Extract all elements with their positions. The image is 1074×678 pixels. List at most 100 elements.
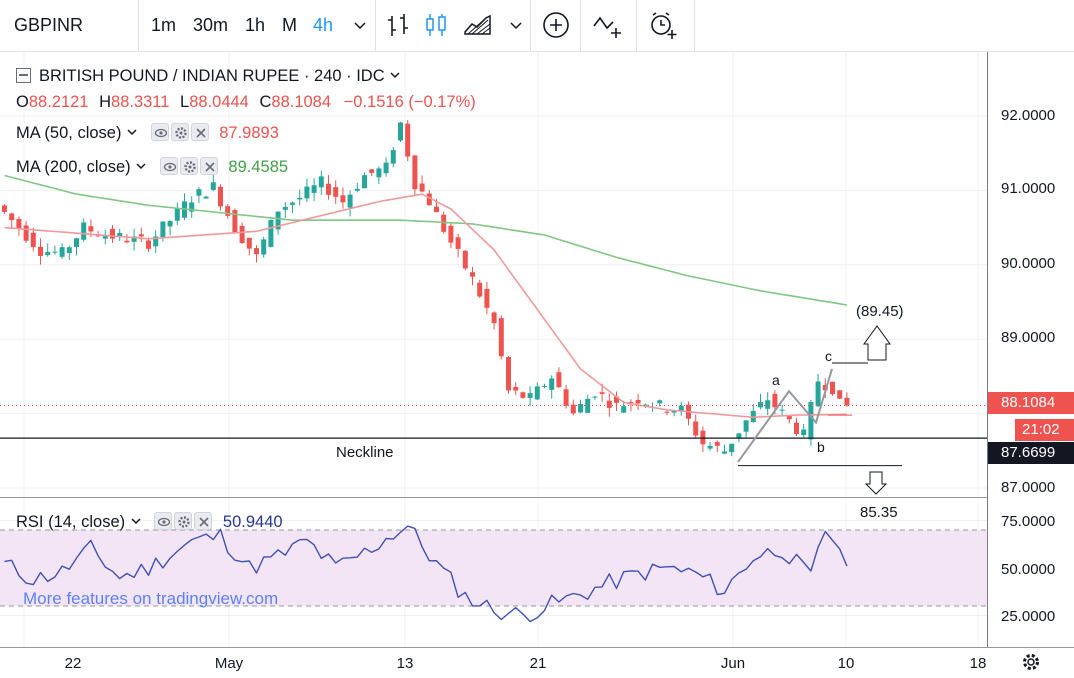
candle-body xyxy=(167,220,173,227)
candle-body xyxy=(729,443,735,453)
candle-body xyxy=(837,390,843,399)
ma200-label: MA (200, close) xyxy=(16,158,131,176)
candle-body xyxy=(146,240,151,249)
price-axis-label: 90.0000 xyxy=(1001,255,1056,272)
ma200-legend[interactable]: MA (200, close) 89.4585 xyxy=(16,157,288,177)
symbol-title: BRITISH POUND / INDIAN RUPEE · 240 · IDC xyxy=(39,67,385,85)
candle-body xyxy=(707,445,713,449)
area-style-icon[interactable] xyxy=(462,10,492,40)
bar-style-icon[interactable] xyxy=(384,10,414,40)
rsi-label: RSI (14, close) xyxy=(16,513,126,531)
candle-body xyxy=(621,406,627,413)
low-label: L xyxy=(180,93,190,111)
candle-body xyxy=(45,251,51,255)
remove-icon[interactable] xyxy=(190,123,209,141)
candle-body xyxy=(23,225,29,241)
candle-body xyxy=(232,210,238,233)
target-down-arrow-icon[interactable] xyxy=(864,471,888,495)
settings-gear-icon[interactable] xyxy=(170,123,189,141)
chevron-down-icon[interactable] xyxy=(389,70,401,80)
candle-body xyxy=(383,162,389,174)
time-axis-label: 22 xyxy=(64,655,82,672)
time-axis-label: Jun xyxy=(720,655,746,672)
chevron-down-icon[interactable] xyxy=(135,161,147,171)
interval-30m-button[interactable]: 30m xyxy=(193,15,229,35)
watermark-link[interactable]: More features on tradingview.com xyxy=(23,589,279,608)
candle-body xyxy=(743,420,749,432)
rsi-legend[interactable]: RSI (14, close) 50.9440 xyxy=(16,512,283,532)
compare-icon[interactable] xyxy=(592,10,622,40)
eye-icon[interactable] xyxy=(150,123,169,141)
chevron-down-icon[interactable] xyxy=(126,127,138,137)
toolbar-divider xyxy=(375,0,376,51)
candle-body xyxy=(599,392,605,394)
candle-body xyxy=(664,411,670,413)
interval-month-button[interactable]: M xyxy=(282,15,297,35)
chevron-down-icon[interactable] xyxy=(501,10,531,40)
collapse-pane-icon[interactable] xyxy=(16,68,31,83)
candle-body xyxy=(794,422,799,434)
candle-body xyxy=(203,196,209,199)
remove-icon[interactable] xyxy=(194,512,213,530)
time-axis-label: May xyxy=(214,655,244,672)
pane-divider[interactable] xyxy=(0,497,987,498)
candle-body xyxy=(808,402,814,440)
change-value: −0.1516 (−0.17%) xyxy=(343,93,476,111)
candle-body xyxy=(347,194,353,208)
settings-gear-icon[interactable] xyxy=(179,157,198,175)
bar-countdown-tag: 21:02 xyxy=(1015,419,1074,441)
candle-body xyxy=(542,385,547,387)
abc-pattern-line[interactable] xyxy=(737,368,833,463)
eye-icon[interactable] xyxy=(159,157,178,175)
candle-body xyxy=(606,400,612,408)
candle-style-icon[interactable] xyxy=(421,10,451,40)
candle-body xyxy=(736,433,742,438)
ma50-line xyxy=(4,193,847,419)
candle-body xyxy=(2,205,7,212)
chevron-down-icon[interactable] xyxy=(130,516,142,526)
candle-body xyxy=(498,318,504,357)
ohlc-row: O88.2121 H88.3311 L88.0444 C88.1084 −0.1… xyxy=(16,92,476,112)
candle-body xyxy=(520,392,526,398)
rsi-value: 50.9440 xyxy=(222,513,283,531)
symbol-search-button[interactable]: GBPINR xyxy=(14,15,84,35)
settings-gear-icon[interactable] xyxy=(174,512,193,530)
interval-1m-button[interactable]: 1m xyxy=(151,15,177,35)
chevron-down-icon[interactable] xyxy=(345,10,375,40)
alert-icon[interactable] xyxy=(648,10,678,40)
candle-body xyxy=(290,202,295,205)
ma50-legend[interactable]: MA (50, close) 87.9893 xyxy=(16,123,279,143)
candle-body xyxy=(210,182,216,190)
candle-body xyxy=(138,234,144,237)
candle-body xyxy=(527,393,533,398)
high-value: 88.3311 xyxy=(111,93,170,111)
price-axis-label: 87.0000 xyxy=(1001,479,1056,496)
candle-body xyxy=(628,401,634,403)
candle-body xyxy=(570,404,576,414)
candle-body xyxy=(117,232,123,238)
candle-body xyxy=(59,247,65,257)
candle-body xyxy=(470,272,475,277)
candle-body xyxy=(484,288,490,308)
neckline-price-tag: 87.6699 xyxy=(988,442,1074,464)
target-up-arrow-icon[interactable] xyxy=(863,325,891,361)
candle-body xyxy=(585,398,591,413)
top-toolbar: GBPINR 1m 30m 1h M 4h xyxy=(0,0,1074,52)
interval-4h-button[interactable]: 4h xyxy=(313,15,334,35)
add-indicator-icon[interactable] xyxy=(541,10,571,40)
eye-icon[interactable] xyxy=(154,512,173,530)
wave-a-label: a xyxy=(772,372,780,388)
candle-body xyxy=(9,213,15,221)
target-up-label: (89.45) xyxy=(856,303,904,320)
candle-body xyxy=(102,236,108,239)
candle-body xyxy=(390,150,396,164)
settings-gear-icon[interactable] xyxy=(1020,651,1042,673)
remove-icon[interactable] xyxy=(199,157,218,175)
candle-body xyxy=(714,442,720,446)
candle-body xyxy=(578,404,583,413)
time-axis-label: 18 xyxy=(969,655,987,672)
candle-body xyxy=(218,186,223,207)
candle-body xyxy=(239,225,245,244)
interval-1h-button[interactable]: 1h xyxy=(245,15,266,35)
